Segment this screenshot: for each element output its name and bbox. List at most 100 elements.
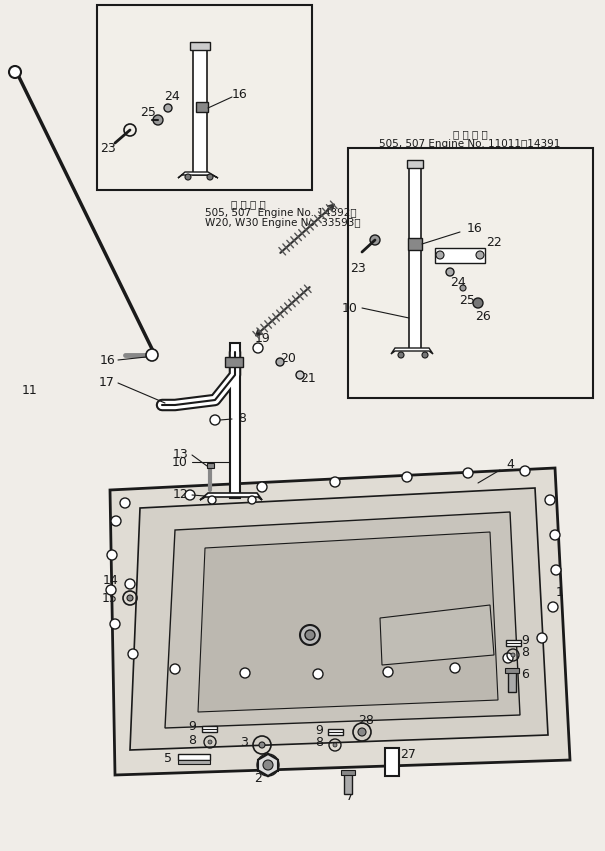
Circle shape [383, 667, 393, 677]
Circle shape [208, 740, 212, 744]
Text: 505, 507  Engine No. 14392～: 505, 507 Engine No. 14392～ [205, 208, 356, 218]
Text: 9: 9 [521, 635, 529, 648]
Bar [385, 748, 399, 776]
Text: 26: 26 [475, 310, 491, 323]
Bar [348, 148, 593, 398]
Text: 14: 14 [102, 574, 118, 587]
Text: 28: 28 [358, 713, 374, 727]
Circle shape [300, 625, 320, 645]
Circle shape [9, 66, 21, 78]
Circle shape [537, 633, 547, 643]
Text: 適 用 号 機: 適 用 号 機 [231, 199, 266, 209]
Circle shape [476, 251, 484, 259]
Text: 18: 18 [232, 412, 248, 425]
Circle shape [402, 472, 412, 482]
Text: 15: 15 [102, 592, 118, 606]
Text: 25: 25 [459, 294, 475, 306]
Circle shape [146, 349, 158, 361]
Polygon shape [178, 172, 218, 178]
Polygon shape [130, 488, 548, 750]
Circle shape [125, 579, 135, 589]
Circle shape [259, 742, 265, 748]
Circle shape [276, 358, 284, 366]
Circle shape [106, 585, 116, 595]
Circle shape [511, 653, 515, 657]
Circle shape [305, 630, 315, 640]
Circle shape [208, 496, 216, 504]
Bar [408, 238, 422, 250]
Text: 23: 23 [100, 141, 116, 155]
Text: 22: 22 [486, 236, 502, 248]
Bar [407, 160, 423, 168]
Bar [505, 668, 519, 673]
Bar [508, 670, 516, 692]
Circle shape [240, 668, 250, 678]
Text: 4: 4 [506, 459, 514, 471]
Circle shape [548, 602, 558, 612]
Circle shape [313, 669, 323, 679]
Bar [178, 754, 210, 760]
Bar [230, 343, 240, 498]
Bar [178, 760, 210, 764]
Text: 13: 13 [172, 448, 188, 461]
Text: 16: 16 [467, 222, 483, 236]
Bar [435, 248, 485, 263]
Circle shape [551, 565, 561, 575]
Circle shape [210, 415, 220, 425]
Text: 24: 24 [164, 90, 180, 104]
Circle shape [473, 298, 483, 308]
Text: 8: 8 [188, 734, 196, 746]
Circle shape [120, 498, 130, 508]
Circle shape [503, 653, 513, 663]
Bar [344, 772, 352, 794]
Circle shape [257, 482, 267, 492]
Text: 20: 20 [280, 351, 296, 364]
Text: 12: 12 [172, 488, 188, 501]
Circle shape [164, 104, 172, 112]
Polygon shape [391, 348, 433, 354]
Bar [202, 726, 217, 732]
Text: 25: 25 [140, 106, 156, 119]
Circle shape [422, 352, 428, 358]
Circle shape [185, 174, 191, 180]
Circle shape [127, 595, 133, 601]
Text: 8: 8 [315, 736, 323, 750]
Circle shape [263, 760, 273, 770]
Polygon shape [198, 532, 498, 712]
Circle shape [446, 268, 454, 276]
Circle shape [128, 649, 138, 659]
Circle shape [253, 343, 263, 353]
Circle shape [110, 619, 120, 629]
Circle shape [398, 352, 404, 358]
Bar [193, 47, 207, 175]
Text: 10: 10 [342, 301, 358, 315]
Text: 6: 6 [521, 669, 529, 682]
Text: 8: 8 [521, 647, 529, 660]
Circle shape [460, 285, 466, 291]
Bar [506, 640, 521, 646]
Text: 24: 24 [450, 277, 466, 289]
Text: 23: 23 [350, 261, 366, 275]
Circle shape [107, 550, 117, 560]
Text: 5: 5 [164, 751, 172, 764]
Text: 1: 1 [556, 585, 564, 598]
Circle shape [330, 477, 340, 487]
Polygon shape [380, 605, 494, 665]
Text: 21: 21 [300, 372, 316, 385]
Circle shape [450, 663, 460, 673]
Bar [207, 463, 214, 468]
Text: 10: 10 [172, 455, 188, 469]
Circle shape [207, 174, 213, 180]
Circle shape [358, 728, 366, 736]
Circle shape [545, 495, 555, 505]
Text: 16: 16 [232, 89, 248, 101]
Text: 17: 17 [99, 376, 115, 390]
Circle shape [170, 664, 180, 674]
Text: 7: 7 [346, 791, 354, 803]
Circle shape [185, 490, 195, 500]
Text: 27: 27 [400, 747, 416, 761]
Text: 11: 11 [22, 384, 38, 397]
Circle shape [520, 466, 530, 476]
Bar [328, 729, 343, 735]
Text: 適 用 号 機: 適 用 号 機 [453, 129, 488, 139]
